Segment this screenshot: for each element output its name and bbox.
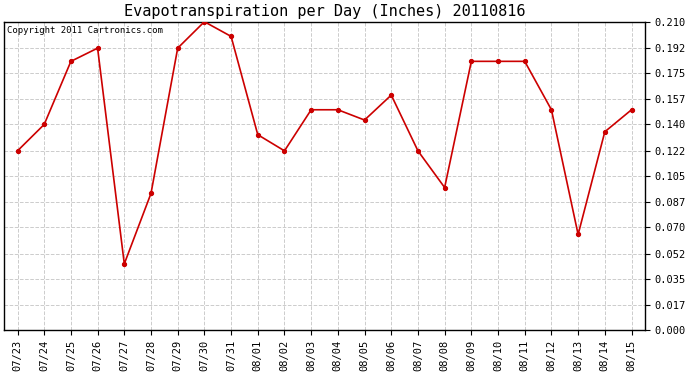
Title: Evapotranspiration per Day (Inches) 20110816: Evapotranspiration per Day (Inches) 2011… xyxy=(124,4,525,19)
Text: Copyright 2011 Cartronics.com: Copyright 2011 Cartronics.com xyxy=(8,26,164,35)
